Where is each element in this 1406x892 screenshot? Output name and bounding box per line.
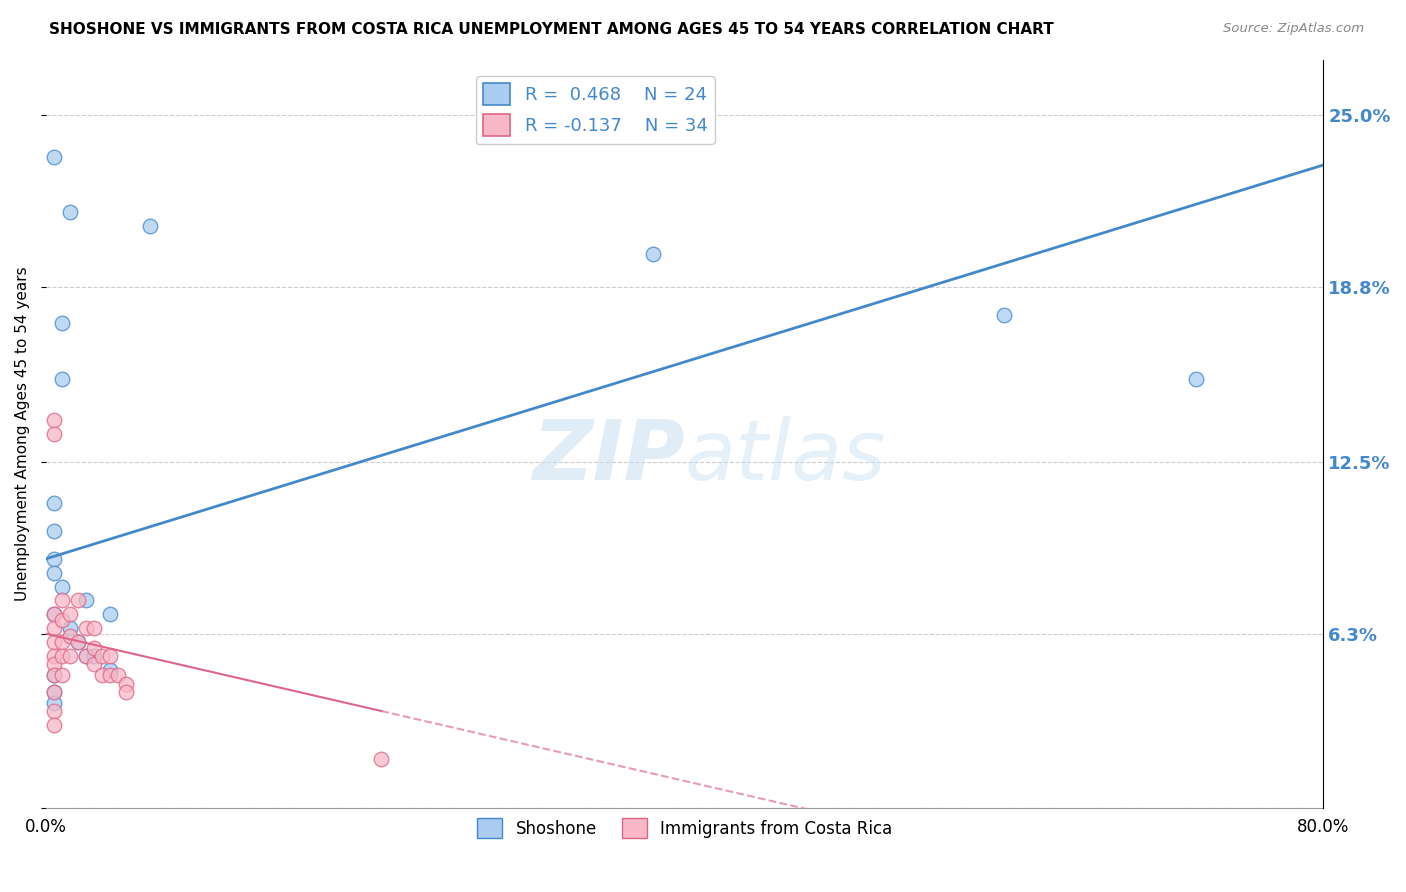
Point — [42, 150, 65, 164]
Point — [51, 613, 73, 627]
Point — [51, 668, 73, 682]
Point — [42, 657, 65, 672]
Point — [90, 668, 112, 682]
Point — [139, 219, 162, 233]
Point — [59, 607, 82, 622]
Point — [83, 640, 105, 655]
Point — [59, 630, 82, 644]
Point — [51, 580, 73, 594]
Point — [42, 566, 65, 580]
Y-axis label: Unemployment Among Ages 45 to 54 years: Unemployment Among Ages 45 to 54 years — [15, 267, 30, 601]
Point — [83, 621, 105, 635]
Point — [42, 696, 65, 710]
Point — [90, 648, 112, 663]
Point — [51, 593, 73, 607]
Text: SHOSHONE VS IMMIGRANTS FROM COSTA RICA UNEMPLOYMENT AMONG AGES 45 TO 54 YEARS CO: SHOSHONE VS IMMIGRANTS FROM COSTA RICA U… — [49, 22, 1054, 37]
Point — [98, 668, 121, 682]
Point — [83, 657, 105, 672]
Text: ZIP: ZIP — [531, 416, 685, 497]
Point — [75, 648, 97, 663]
Point — [42, 621, 65, 635]
Point — [51, 635, 73, 649]
Point — [83, 648, 105, 663]
Point — [98, 607, 121, 622]
Point — [42, 607, 65, 622]
Point — [42, 427, 65, 442]
Point — [42, 635, 65, 649]
Point — [42, 705, 65, 719]
Point — [51, 316, 73, 330]
Point — [370, 751, 392, 765]
Point — [641, 246, 664, 260]
Point — [107, 668, 129, 682]
Point — [75, 593, 97, 607]
Point — [42, 551, 65, 566]
Point — [42, 496, 65, 510]
Point — [51, 648, 73, 663]
Text: atlas: atlas — [685, 416, 886, 497]
Legend: Shoshone, Immigrants from Costa Rica: Shoshone, Immigrants from Costa Rica — [471, 812, 898, 845]
Point — [42, 648, 65, 663]
Point — [75, 621, 97, 635]
Point — [42, 413, 65, 427]
Point — [59, 648, 82, 663]
Point — [66, 635, 89, 649]
Point — [42, 718, 65, 732]
Point — [42, 524, 65, 538]
Point — [993, 308, 1015, 322]
Point — [59, 205, 82, 219]
Point — [98, 648, 121, 663]
Point — [42, 685, 65, 699]
Point — [98, 663, 121, 677]
Point — [42, 607, 65, 622]
Point — [75, 648, 97, 663]
Text: Source: ZipAtlas.com: Source: ZipAtlas.com — [1223, 22, 1364, 36]
Point — [42, 685, 65, 699]
Point — [114, 676, 136, 690]
Point — [51, 371, 73, 385]
Point — [59, 621, 82, 635]
Point — [42, 668, 65, 682]
Point — [1184, 371, 1206, 385]
Point — [114, 685, 136, 699]
Point — [66, 593, 89, 607]
Point — [66, 635, 89, 649]
Point — [42, 668, 65, 682]
